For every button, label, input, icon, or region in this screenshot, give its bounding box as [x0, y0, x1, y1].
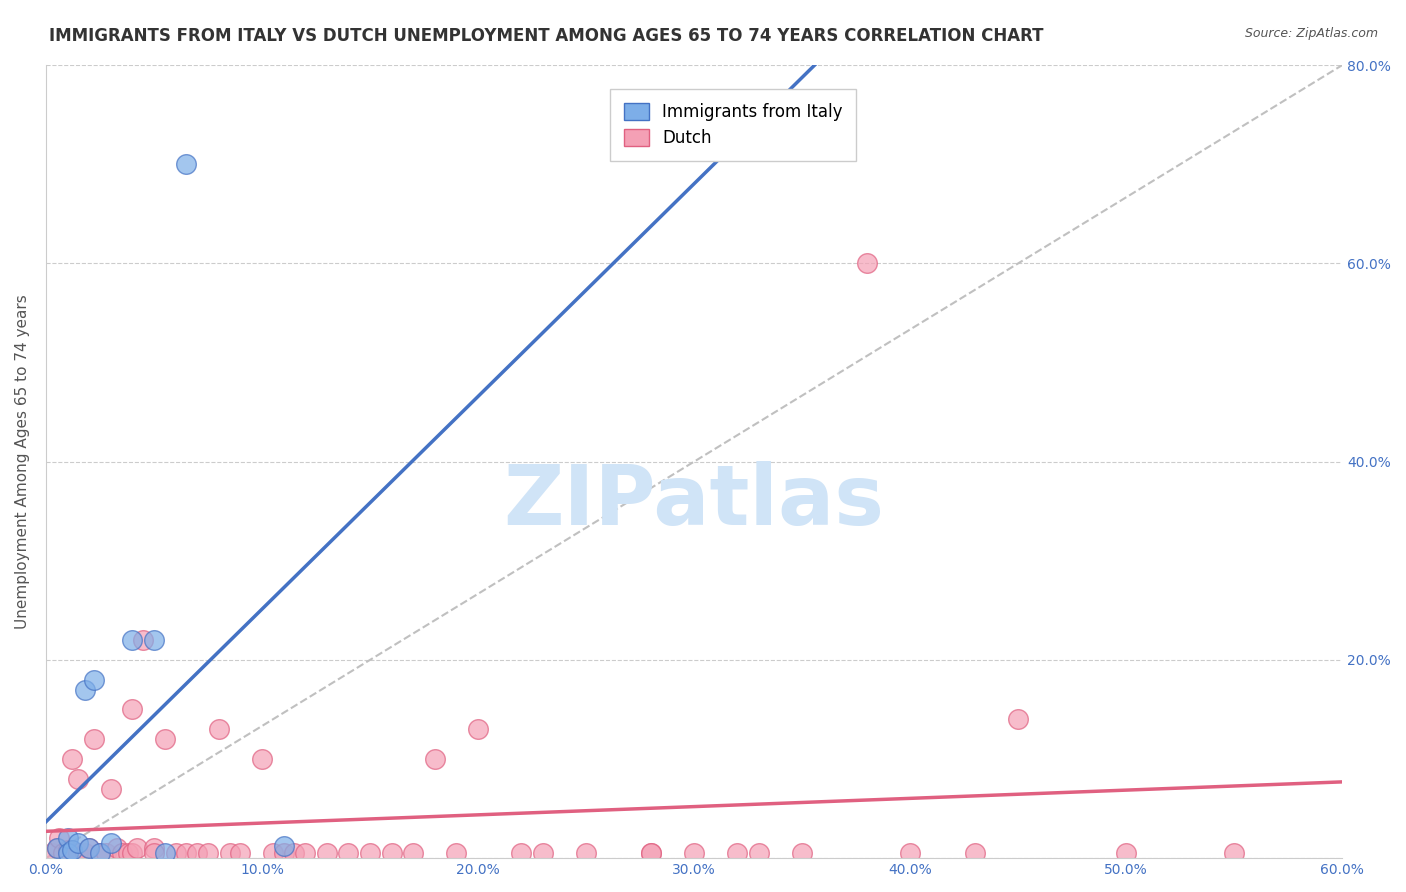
- Point: [143, 846, 166, 860]
- Point: [1223, 846, 1246, 860]
- Point: [165, 846, 187, 860]
- Point: [143, 841, 166, 855]
- Point: [359, 846, 381, 860]
- Point: [337, 846, 360, 860]
- Point: [60, 843, 83, 857]
- Point: [423, 752, 446, 766]
- Point: [402, 846, 425, 860]
- Point: [792, 846, 814, 860]
- Point: [856, 256, 879, 270]
- Text: ZIPatlas: ZIPatlas: [503, 461, 884, 541]
- Point: [531, 846, 554, 860]
- Point: [48, 831, 70, 846]
- Point: [100, 781, 122, 796]
- Point: [56, 846, 79, 860]
- Point: [229, 846, 252, 860]
- Point: [132, 633, 155, 648]
- Point: [294, 846, 316, 860]
- Point: [176, 846, 198, 860]
- Point: [467, 723, 489, 737]
- Point: [67, 846, 90, 860]
- Point: [67, 772, 90, 786]
- Point: [89, 846, 111, 860]
- Point: [56, 843, 79, 857]
- Point: [100, 836, 122, 850]
- Text: R = 0.525   N = 15: R = 0.525 N = 15: [610, 103, 768, 120]
- Point: [96, 846, 118, 860]
- Point: [725, 846, 748, 860]
- Point: [73, 682, 96, 697]
- Point: [125, 841, 148, 855]
- Point: [283, 846, 305, 860]
- Point: [963, 846, 986, 860]
- Point: [575, 846, 598, 860]
- Point: [1115, 846, 1137, 860]
- Point: [683, 846, 706, 860]
- Point: [73, 846, 96, 860]
- Point: [89, 846, 111, 860]
- Text: Source: ZipAtlas.com: Source: ZipAtlas.com: [1244, 27, 1378, 40]
- Point: [262, 846, 284, 860]
- Point: [143, 633, 166, 648]
- Point: [77, 841, 100, 855]
- Legend: Immigrants from Italy, Dutch: Immigrants from Italy, Dutch: [610, 89, 856, 161]
- Point: [83, 732, 105, 747]
- Point: [110, 846, 132, 860]
- Point: [250, 752, 273, 766]
- Point: [273, 839, 295, 854]
- Point: [121, 702, 143, 716]
- Point: [176, 157, 198, 171]
- Point: [153, 846, 176, 860]
- Point: [77, 841, 100, 855]
- Point: [121, 846, 143, 860]
- Point: [52, 846, 75, 860]
- Point: [218, 846, 240, 860]
- Point: [510, 846, 533, 860]
- Point: [208, 723, 231, 737]
- Point: [67, 836, 90, 850]
- Point: [83, 673, 105, 687]
- Text: R = 0.215   N = 61: R = 0.215 N = 61: [610, 135, 768, 153]
- Point: [60, 752, 83, 766]
- Point: [748, 846, 770, 860]
- Point: [121, 633, 143, 648]
- Point: [186, 846, 208, 860]
- Point: [45, 841, 67, 855]
- Point: [117, 846, 139, 860]
- Point: [56, 831, 79, 846]
- Y-axis label: Unemployment Among Ages 65 to 74 years: Unemployment Among Ages 65 to 74 years: [15, 294, 30, 629]
- Point: [446, 846, 468, 860]
- Point: [640, 846, 662, 860]
- Point: [381, 846, 404, 860]
- Point: [56, 846, 79, 860]
- Point: [273, 846, 295, 860]
- Point: [898, 846, 921, 860]
- Text: IMMIGRANTS FROM ITALY VS DUTCH UNEMPLOYMENT AMONG AGES 65 TO 74 YEARS CORRELATIO: IMMIGRANTS FROM ITALY VS DUTCH UNEMPLOYM…: [49, 27, 1043, 45]
- Point: [41, 846, 63, 860]
- Point: [63, 846, 86, 860]
- Point: [1007, 712, 1029, 726]
- Point: [45, 841, 67, 855]
- Point: [315, 846, 337, 860]
- Point: [153, 732, 176, 747]
- Point: [105, 841, 128, 855]
- Point: [640, 846, 662, 860]
- Point: [197, 846, 219, 860]
